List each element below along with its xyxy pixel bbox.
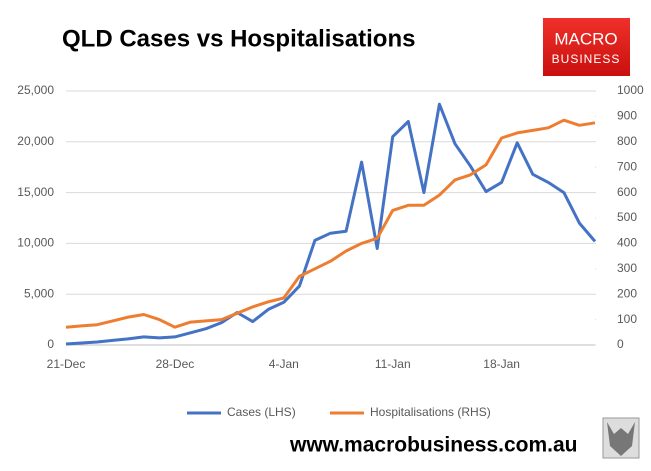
series-line: [65, 102, 597, 346]
y2-tick-label: 200: [617, 286, 637, 300]
legend-label: Hospitalisations (RHS): [370, 405, 491, 419]
y2-tick-label: 0: [617, 337, 624, 351]
logo-text: MACRO: [554, 29, 617, 48]
y2-tick-label: 300: [617, 261, 637, 275]
x-tick-label: 28-Dec: [156, 357, 195, 371]
legend-label: Cases (LHS): [227, 405, 296, 419]
logo-text: BUSINESS: [552, 52, 621, 66]
x-tick-label: 21-Dec: [47, 357, 86, 371]
series-line: [65, 118, 596, 329]
y-tick-label: 15,000: [17, 185, 54, 199]
x-tick-label: 18-Jan: [483, 357, 520, 371]
y-tick-label: 10,000: [17, 236, 54, 250]
y2-tick-label: 800: [617, 134, 637, 148]
y2-tick-label: 100: [617, 312, 637, 326]
y2-tick-label: 1000: [617, 83, 644, 97]
y-tick-label: 25,000: [17, 83, 54, 97]
wolf-icon: [602, 417, 640, 459]
x-tick-label: 11-Jan: [375, 357, 411, 371]
y-tick-label: 0: [47, 337, 54, 351]
x-tick-label: 4-Jan: [269, 357, 299, 371]
footer-url: www.macrobusiness.com.au: [289, 434, 577, 457]
y2-tick-label: 400: [617, 236, 637, 250]
y2-tick-label: 700: [617, 159, 637, 173]
y-tick-label: 5,000: [24, 286, 54, 300]
y-tick-label: 20,000: [17, 134, 54, 148]
logo-box: [543, 18, 630, 76]
y2-tick-label: 500: [617, 210, 637, 224]
chart-title: QLD Cases vs Hospitalisations: [62, 25, 415, 52]
y2-tick-label: 600: [617, 185, 637, 199]
y2-tick-label: 900: [617, 109, 637, 123]
